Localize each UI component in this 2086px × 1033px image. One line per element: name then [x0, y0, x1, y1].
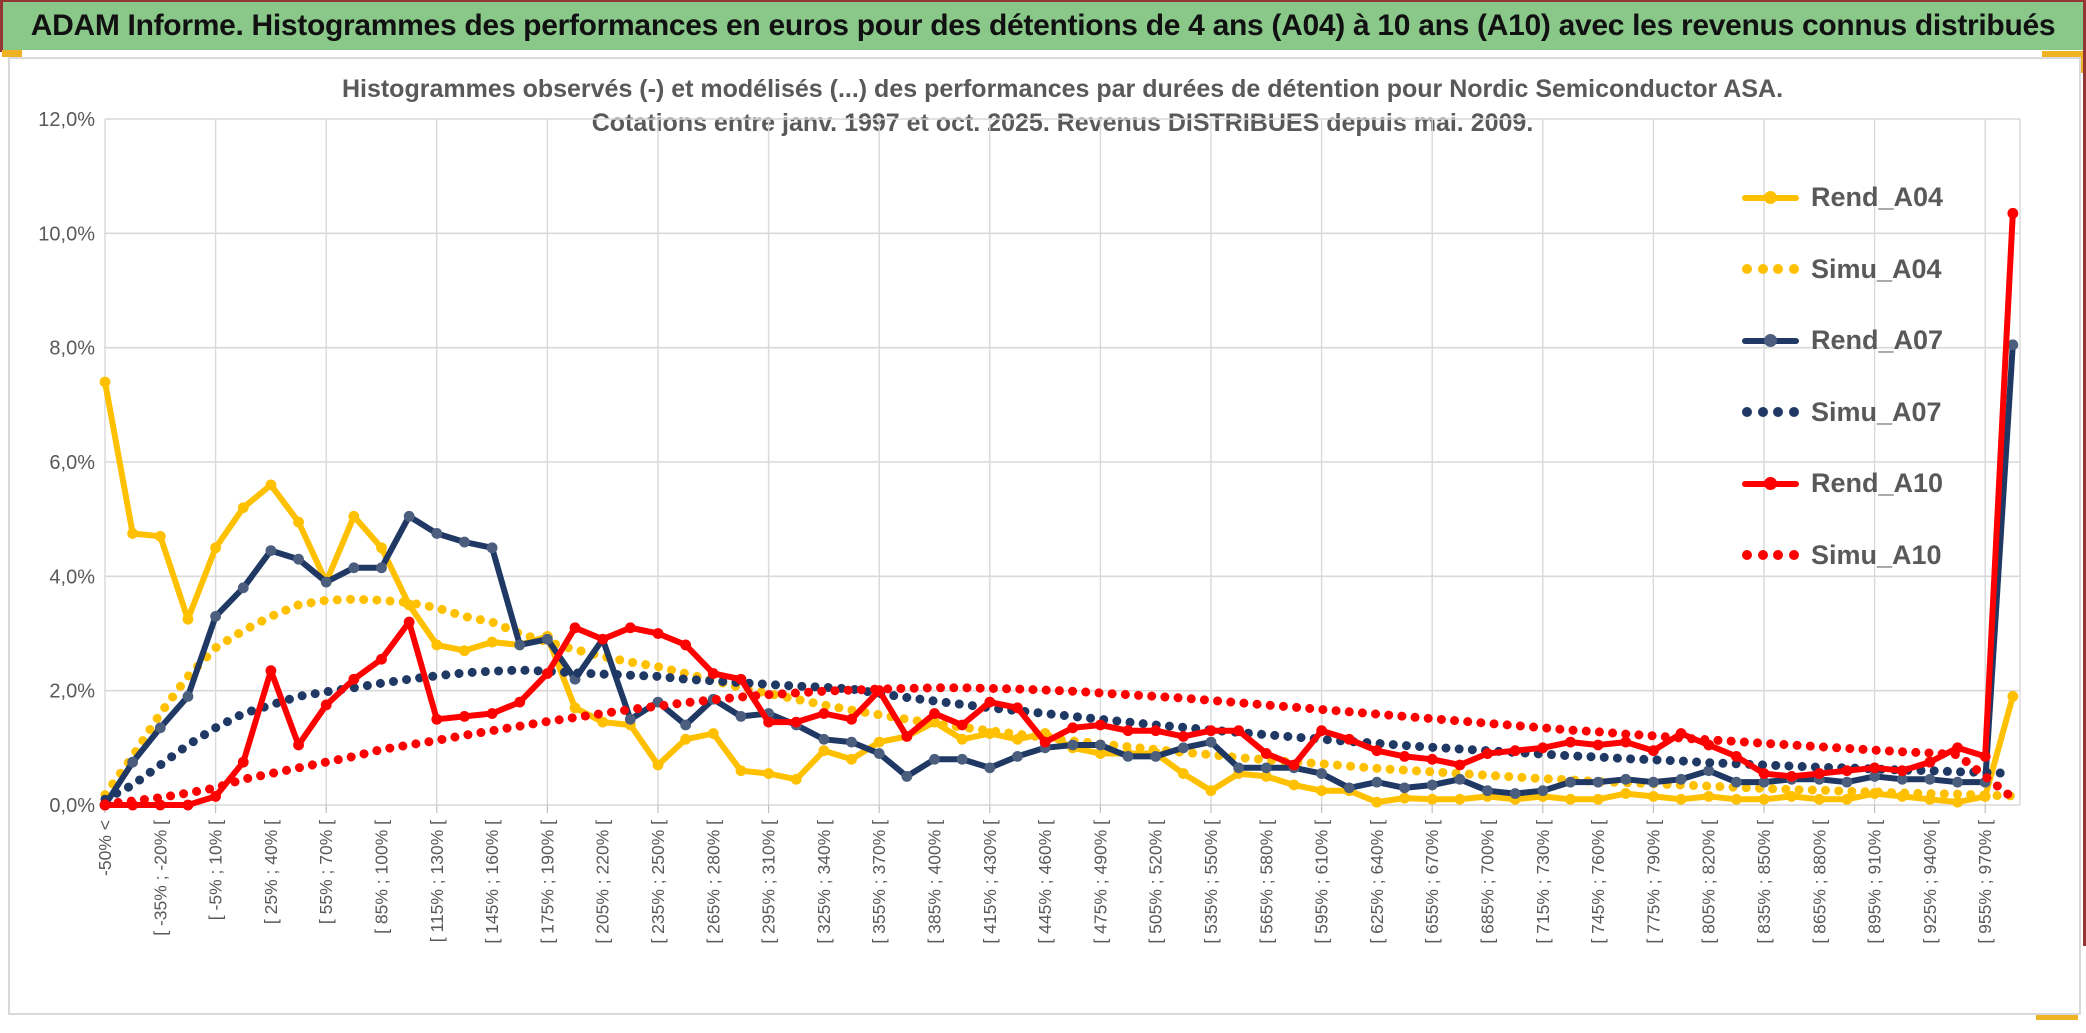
svg-text:[ 565% ; 580% [: [ 565% ; 580% [ [1256, 820, 1276, 944]
svg-text:[ 865% ; 880% [: [ 865% ; 880% [ [1809, 820, 1829, 944]
svg-text:4,0%: 4,0% [49, 566, 95, 588]
svg-text:12,0%: 12,0% [38, 109, 95, 131]
legend-item-rend-a10[interactable]: Rend_A10 [1742, 448, 2042, 520]
svg-text:[ 625% ; 640% [: [ 625% ; 640% [ [1367, 820, 1387, 944]
svg-text:8,0%: 8,0% [49, 338, 95, 360]
legend-label: Rend_A10 [1811, 468, 1944, 499]
svg-text:[ 595% ; 610% [: [ 595% ; 610% [ [1312, 820, 1332, 944]
legend-item-simu-a07[interactable]: Simu_A07 [1742, 377, 2042, 449]
chart-title: Histogrammes observés (-) et modélisés (… [105, 72, 2020, 140]
svg-text:[ 85% ; 100% [: [ 85% ; 100% [ [372, 820, 392, 934]
x-axis-ticks [104, 805, 1986, 813]
svg-text:[ 145% ; 160% [: [ 145% ; 160% [ [482, 820, 502, 944]
svg-text:10,0%: 10,0% [38, 223, 95, 245]
legend-label: Simu_A04 [1811, 253, 1942, 284]
chart-frame [8, 57, 2081, 1015]
svg-text:[ 805% ; 820% [: [ 805% ; 820% [ [1699, 820, 1719, 944]
page-left-edge [0, 0, 3, 52]
series-Simu_A10 [100, 683, 2018, 809]
legend-label: Simu_A10 [1811, 539, 1942, 570]
svg-text:[ 325% ; 340% [: [ 325% ; 340% [ [814, 820, 834, 944]
svg-text:[ 535% ; 550% [: [ 535% ; 550% [ [1201, 820, 1221, 944]
gridlines [104, 118, 2021, 806]
svg-text:0,0%: 0,0% [49, 795, 95, 817]
svg-text:[ 475% ; 490% [: [ 475% ; 490% [ [1090, 820, 1110, 944]
chart-legend: Rend_A04 Simu_A04 Rend_A07 Simu_A07 Rend… [1742, 162, 2042, 591]
series-Simu_A04 [100, 594, 2018, 801]
svg-text:[ 55% ; 70% [: [ 55% ; 70% [ [316, 820, 336, 924]
page-top-edge [0, 0, 2086, 2]
banner: ADAM Informe. Histogrammes des performan… [3, 2, 2083, 50]
legend-item-rend-a07[interactable]: Rend_A07 [1742, 305, 2042, 377]
gold-accent-banner-left [2, 50, 22, 57]
rend-a10-line-swatch [1742, 477, 1799, 491]
rend-a07-line-swatch [1742, 334, 1799, 348]
svg-text:[ 955% ; 970% [: [ 955% ; 970% [ [1975, 820, 1995, 944]
simu-a10-dots-swatch [1742, 550, 1799, 561]
svg-text:[ 355% ; 370% [: [ 355% ; 370% [ [869, 820, 889, 944]
svg-text:-50% <: -50% < [95, 820, 115, 876]
rend-a04-line-swatch [1742, 191, 1799, 205]
svg-text:[ 445% ; 460% [: [ 445% ; 460% [ [1035, 820, 1055, 944]
svg-text:[ 895% ; 910% [: [ 895% ; 910% [ [1865, 820, 1885, 944]
gold-accent-top-right-h [2042, 51, 2083, 58]
simu-a04-dots-swatch [1742, 264, 1799, 275]
simu-a07-dots-swatch [1742, 407, 1799, 418]
svg-text:[ 295% ; 310% [: [ 295% ; 310% [ [759, 820, 779, 944]
svg-text:2,0%: 2,0% [49, 681, 95, 703]
svg-text:[ 265% ; 280% [: [ 265% ; 280% [ [703, 820, 723, 944]
svg-text:[ 235% ; 250% [: [ 235% ; 250% [ [648, 820, 668, 944]
series-Rend_A10 [99, 207, 2019, 811]
svg-text:[ 835% ; 850% [: [ 835% ; 850% [ [1754, 820, 1774, 944]
svg-text:[ 655% ; 670% [: [ 655% ; 670% [ [1422, 820, 1442, 944]
svg-text:[ -5% ; 10% [: [ -5% ; 10% [ [206, 820, 226, 920]
gold-accent-bottom-right-h [2036, 1012, 2078, 1020]
svg-text:[ 205% ; 220% [: [ 205% ; 220% [ [593, 820, 613, 944]
svg-text:[ 685% ; 700% [: [ 685% ; 700% [ [1478, 820, 1498, 944]
legend-item-simu-a04[interactable]: Simu_A04 [1742, 234, 2042, 306]
svg-text:[ 385% ; 400% [: [ 385% ; 400% [ [925, 820, 945, 944]
svg-text:[ 775% ; 790% [: [ 775% ; 790% [ [1643, 820, 1663, 944]
svg-text:[ 505% ; 520% [: [ 505% ; 520% [ [1146, 820, 1166, 944]
svg-text:[ 175% ; 190% [: [ 175% ; 190% [ [537, 820, 557, 944]
svg-text:[ 25% ; 40% [: [ 25% ; 40% [ [261, 820, 281, 924]
svg-text:[ 745% ; 760% [: [ 745% ; 760% [ [1588, 820, 1608, 944]
svg-text:6,0%: 6,0% [49, 452, 95, 474]
svg-text:[ 115% ; 130% [: [ 115% ; 130% [ [427, 820, 447, 942]
legend-item-simu-a10[interactable]: Simu_A10 [1742, 520, 2042, 592]
y-axis-labels: 12,0% 10,0% 8,0% 6,0% 4,0% 2,0% 0,0% [38, 109, 95, 817]
legend-label: Rend_A04 [1811, 182, 1944, 213]
page-right-edge [2083, 0, 2086, 946]
svg-text:[ 715% ; 730% [: [ 715% ; 730% [ [1533, 820, 1553, 944]
svg-text:[ 415% ; 430% [: [ 415% ; 430% [ [980, 820, 1000, 944]
legend-label: Rend_A07 [1811, 325, 1944, 356]
legend-label: Simu_A07 [1811, 396, 1942, 427]
banner-title: ADAM Informe. Histogrammes des performan… [30, 9, 2056, 42]
svg-text:[ 925% ; 940% [: [ 925% ; 940% [ [1920, 820, 1940, 944]
x-axis-labels: -50% < [ -35% ; -20% [ [ -5% ; 10% [ [ 25% … [95, 820, 1995, 944]
series-Rend_A07 [99, 339, 2019, 811]
chart-title-line1: Histogrammes observés (-) et modélisés (… [341, 75, 1784, 103]
legend-item-rend-a04[interactable]: Rend_A04 [1742, 162, 2042, 234]
svg-text:[ -35% ; -20% [: [ -35% ; -20% [ [150, 820, 170, 936]
chart-title-line2: Cotations entre janv. 1997 et oct. 2025.… [591, 109, 1534, 137]
